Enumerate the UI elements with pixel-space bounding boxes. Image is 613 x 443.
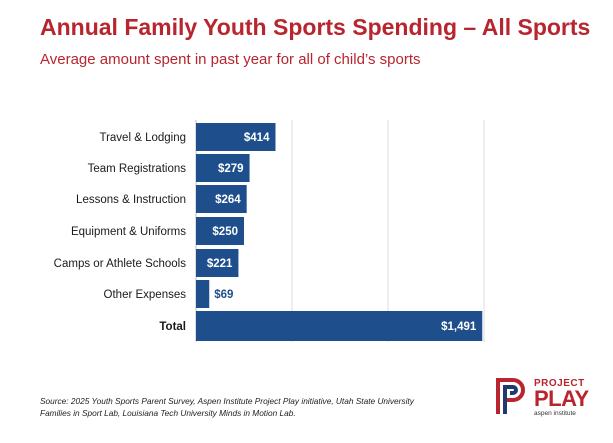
chart-title: Annual Family Youth Sports Spending – Al… <box>40 14 591 40</box>
bar <box>196 217 244 245</box>
bar <box>196 311 483 341</box>
bar <box>196 123 276 151</box>
value-label: $279 <box>218 163 244 175</box>
value-label: $250 <box>212 226 238 238</box>
value-label: $414 <box>244 132 270 144</box>
category-label: Equipment & Uniforms <box>71 226 186 238</box>
source-note: Source: 2025 Youth Sports Parent Survey,… <box>40 396 414 418</box>
value-label: $69 <box>214 289 233 301</box>
category-label: Total <box>159 321 186 333</box>
category-label: Travel & Lodging <box>99 132 186 144</box>
project-play-logo-icon <box>496 378 525 414</box>
chart-subtitle: Average amount spent in past year for al… <box>40 51 421 68</box>
category-label: Team Registrations <box>88 163 187 175</box>
bar <box>196 154 250 182</box>
logo-line-1: PROJECT <box>534 378 585 389</box>
category-label: Lessons & Instruction <box>76 194 186 206</box>
bar <box>196 280 210 308</box>
logo-line-2: PLAY <box>534 386 589 411</box>
category-label: Camps or Athlete Schools <box>54 258 187 270</box>
value-label: $264 <box>215 194 241 206</box>
logo-line-3: aspen institute <box>534 410 576 417</box>
bar <box>196 249 239 277</box>
category-label: Other Expenses <box>104 289 187 301</box>
bar-chart: Travel & Lodging $414 Team Registrations $2… <box>54 120 485 342</box>
bar <box>196 185 247 213</box>
value-label: $221 <box>207 258 233 270</box>
value-label: $1,491 <box>441 321 477 333</box>
project-play-logo: PROJECT PLAY aspen institute <box>496 376 596 420</box>
